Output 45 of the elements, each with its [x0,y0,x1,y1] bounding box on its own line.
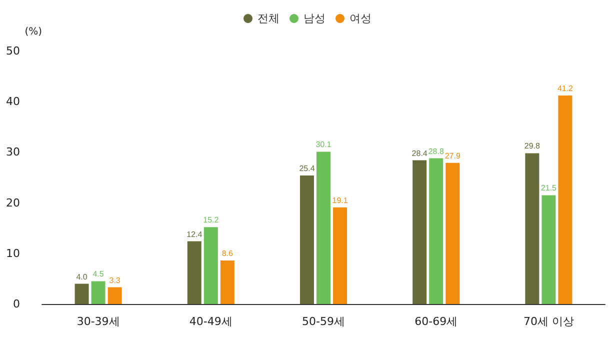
bar [108,287,122,304]
data-label: 28.8 [428,146,444,156]
legend-label: 남성 [304,12,326,25]
bar [74,284,89,304]
y-tick-label: 20 [6,196,20,210]
bar [333,207,348,304]
bar [446,162,460,304]
data-label: 15.2 [203,216,220,225]
legend-label: 여성 [350,12,372,25]
bar [91,281,106,304]
bar [412,160,427,304]
y-axis-title: (%) [24,26,42,38]
bar [525,153,540,304]
x-tick-label: 30-39세 [76,315,120,328]
bar [429,158,444,304]
bar [300,175,314,304]
data-label: 29.8 [524,142,541,151]
data-label: 4.5 [92,270,104,279]
y-tick-label: 0 [13,298,20,310]
y-tick-label: 10 [6,246,20,260]
x-tick-label: 70세 이상 [523,315,574,328]
x-tick-label: 50-59세 [302,315,345,328]
data-label: 19.1 [332,196,348,205]
data-label: 8.6 [222,248,234,258]
bar [558,96,572,304]
data-label: 30.1 [316,140,332,150]
data-label: 3.3 [109,276,121,285]
data-label: 12.4 [186,230,203,239]
bar [220,260,234,304]
data-label: 4.0 [76,272,88,282]
data-label: 27.9 [444,151,461,160]
bar [542,195,556,304]
bar [187,241,202,304]
data-label: 25.4 [299,164,316,173]
x-tick-label: 40-49세 [189,315,232,328]
x-tick-label: 60-69세 [414,315,458,328]
data-label: 21.5 [540,184,558,193]
y-tick-label: 40 [6,95,20,108]
bar [204,227,218,304]
legend-label: 전체 [258,12,280,25]
data-label: 28.4 [412,148,428,158]
bar [316,152,330,304]
data-label: 41.2 [557,84,574,94]
y-tick-label: 50 [6,44,20,58]
y-tick-label: 30 [6,146,20,159]
